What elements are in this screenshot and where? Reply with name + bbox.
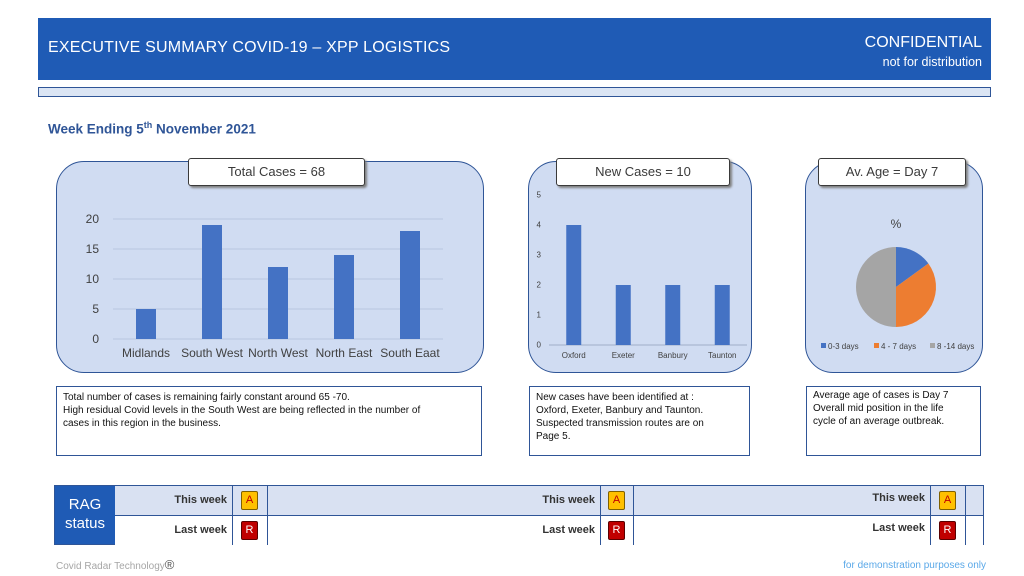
x-tick-label: North East xyxy=(316,346,373,360)
footer-brand: Covid Radar Technology® xyxy=(56,557,174,572)
total-cases-chart: 0 5 10 15 20 Midlands South West North West Nort… xyxy=(86,212,443,360)
last-week-label: Last week xyxy=(542,524,595,536)
x-tick-label: Midlands xyxy=(122,346,170,360)
note-line: Page 5. xyxy=(536,431,571,442)
average-age-note: Average age of cases is Day 7 Overall mi… xyxy=(806,386,981,456)
rag-badge-cell: R xyxy=(232,516,268,545)
y-tick-label: 20 xyxy=(86,212,100,226)
this-week-label: This week xyxy=(542,494,595,506)
confidential-label: CONFIDENTIAL xyxy=(864,34,982,51)
amber-status-badge: A xyxy=(241,491,258,510)
red-status-badge: R xyxy=(241,521,258,540)
total-cases-panel: 0 5 10 15 20 Midlands South West North West Nort… xyxy=(56,161,484,373)
pie-slice xyxy=(896,263,936,327)
note-line: cycle of an average outbreak. xyxy=(813,416,945,427)
total-cases-note: Total number of cases is remaining fairl… xyxy=(56,386,482,456)
y-tick-label: 1 xyxy=(537,311,542,320)
week-ending-ordinal: th xyxy=(143,120,153,130)
this-week-label: This week xyxy=(174,494,227,506)
rag-badge-cell: A xyxy=(930,486,966,515)
registered-mark: ® xyxy=(164,557,175,572)
rag-badge-cell: A xyxy=(232,486,268,515)
total-cases-title: Total Cases = 68 xyxy=(188,158,365,186)
note-line: Oxford, Exeter, Banbury and Taunton. xyxy=(536,405,704,416)
week-ending-date: November 2021 xyxy=(152,121,256,137)
x-tick-label: South Eaat xyxy=(380,346,440,360)
rag-status-label: RAG status xyxy=(55,486,115,544)
average-age-title: Av. Age = Day 7 xyxy=(818,158,966,186)
legend-label: 4 - 7 days xyxy=(881,342,916,351)
y-tick-label: 15 xyxy=(86,242,100,256)
bar xyxy=(136,309,156,339)
average-age-chart: % 0-3 days 4 - 7 days 8 -14 days xyxy=(821,217,974,351)
note-line: Total number of cases is remaining fairl… xyxy=(63,392,350,403)
header-divider xyxy=(38,87,991,97)
legend-swatch xyxy=(874,343,879,348)
note-line: Average age of cases is Day 7 xyxy=(813,390,949,401)
amber-status-badge: A xyxy=(608,491,625,510)
pie-title: % xyxy=(891,217,902,231)
y-tick-label: 2 xyxy=(537,281,542,290)
rag-row-this-week: This week A This week A This week A xyxy=(115,486,983,516)
header-banner: EXECUTIVE SUMMARY COVID-19 – XPP LOGISTI… xyxy=(38,18,991,80)
red-status-badge: R xyxy=(939,521,956,540)
rag-badge-cell: R xyxy=(930,516,966,545)
new-cases-note: New cases have been identified at : Oxfo… xyxy=(529,386,750,456)
rag-row-last-week: Last week R Last week R Last week R xyxy=(115,516,983,545)
note-line: Suspected transmission routes are on xyxy=(536,418,704,429)
rag-status-table: RAG status This week A This week A This … xyxy=(54,485,984,545)
rag-badge-cell: A xyxy=(600,486,634,515)
bar xyxy=(268,267,288,339)
y-tick-label: 5 xyxy=(92,302,99,316)
week-ending-heading: Week Ending 5th November 2021 xyxy=(48,120,256,137)
new-cases-title: New Cases = 10 xyxy=(556,158,730,186)
rag-label-line: status xyxy=(64,515,106,532)
bar xyxy=(334,255,354,339)
rag-label-line: RAG xyxy=(68,496,102,513)
last-week-label: Last week xyxy=(872,522,925,534)
bar xyxy=(202,225,222,339)
note-line: High residual Covid levels in the South … xyxy=(63,405,421,416)
bar xyxy=(714,285,730,345)
amber-status-badge: A xyxy=(939,491,956,510)
y-tick-label: 0 xyxy=(92,332,99,346)
y-tick-label: 4 xyxy=(537,221,542,230)
legend-label: 0-3 days xyxy=(828,342,859,351)
note-line: Overall mid position in the life xyxy=(813,403,944,414)
y-tick-label: 0 xyxy=(537,341,542,350)
rag-badge-cell: R xyxy=(600,516,634,545)
x-tick-label: Taunton xyxy=(708,351,736,360)
note-line: New cases have been identified at : xyxy=(536,392,694,403)
legend-label: 8 -14 days xyxy=(937,342,974,351)
footer-disclaimer: for demonstration purposes only xyxy=(843,560,986,571)
bar xyxy=(566,225,582,345)
footer-brand-text: Covid Radar Technology xyxy=(56,561,165,572)
distribution-note: not for distribution xyxy=(882,55,982,69)
x-tick-label: Exeter xyxy=(612,351,635,360)
new-cases-panel: 0 1 2 3 4 5 Oxford Exeter Banbury Taunton xyxy=(528,161,752,373)
red-status-badge: R xyxy=(608,521,625,540)
legend-swatch xyxy=(930,343,935,348)
week-ending-text: Week Ending 5 xyxy=(48,121,144,137)
bar xyxy=(615,285,631,345)
y-tick-label: 10 xyxy=(86,272,100,286)
note-line: cases in this region in the business. xyxy=(63,418,221,429)
x-tick-label: North West xyxy=(248,346,308,360)
bar xyxy=(665,285,681,345)
x-tick-label: Oxford xyxy=(562,351,586,360)
pie-slice xyxy=(896,247,929,287)
x-tick-label: South West xyxy=(181,346,243,360)
pie-slice xyxy=(856,247,896,327)
new-cases-chart: 0 1 2 3 4 5 Oxford Exeter Banbury Taunton xyxy=(537,191,747,360)
y-tick-label: 3 xyxy=(537,251,542,260)
x-tick-label: Banbury xyxy=(658,351,688,360)
legend-swatch xyxy=(821,343,826,348)
this-week-label: This week xyxy=(872,492,925,504)
bar xyxy=(400,231,420,339)
last-week-label: Last week xyxy=(174,524,227,536)
page-title: EXECUTIVE SUMMARY COVID-19 – XPP LOGISTI… xyxy=(48,39,451,56)
y-tick-label: 5 xyxy=(537,191,542,200)
average-age-panel: % 0-3 days 4 - 7 days 8 -14 days xyxy=(805,161,983,373)
